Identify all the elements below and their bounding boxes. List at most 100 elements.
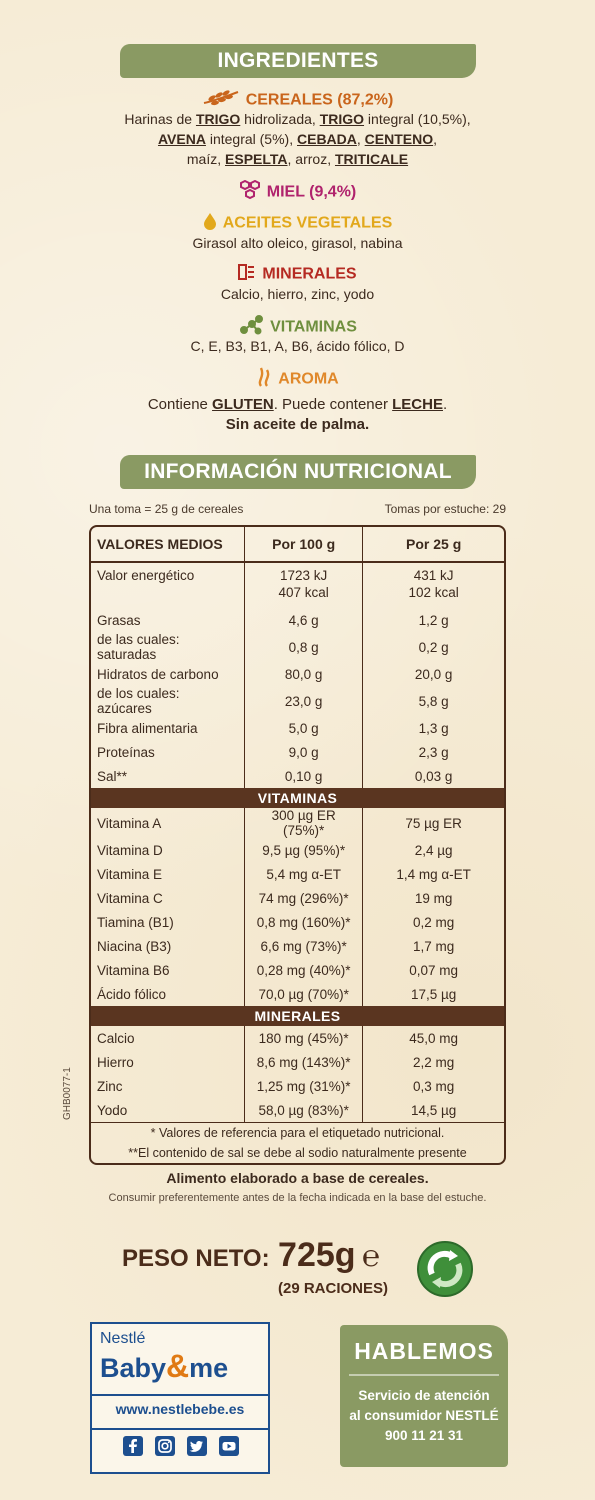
website-link[interactable]: www.nestlebebe.es — [115, 1401, 245, 1417]
row-value-100: 58,0 µg (83%)* — [244, 1098, 362, 1122]
minerals-section-row: MINERALES — [91, 1006, 504, 1026]
text-part: Harinas de — [124, 111, 196, 127]
row-label: Zinc — [97, 1078, 123, 1094]
table-row: Vitamina E 5,4 mg α-ET 1,4 mg α-ET — [91, 862, 504, 886]
footnote-row-1: * Valores de referencia para el etiqueta… — [91, 1122, 504, 1143]
row-value-25: 0,3 mg — [362, 1074, 504, 1098]
allergen-centeno: CENTENO — [364, 131, 434, 147]
minerales-heading: MINERALES — [0, 263, 595, 286]
contact-title: HABLEMOS — [354, 1338, 494, 1364]
twitter-icon[interactable] — [187, 1436, 207, 1456]
text-part: . Puede contener — [273, 396, 393, 413]
allergen-leche: LECHE — [392, 396, 443, 413]
text-part: , arroz, — [287, 151, 335, 167]
row-label: Sal** — [97, 768, 128, 784]
row-value-25: 75 µg ER — [362, 808, 504, 838]
instagram-icon[interactable] — [155, 1436, 175, 1456]
row-value-25: 1,3 g — [362, 716, 504, 740]
row-label: Vitamina E — [97, 866, 163, 882]
nestle-logo-text: Nestlé — [100, 1330, 146, 1347]
row-value-100: 9,5 µg (95%)* — [244, 838, 362, 862]
row-label: Calcio — [97, 1030, 135, 1046]
contact-box: HABLEMOS Servicio de atención al consumi… — [340, 1325, 508, 1467]
row-label: de las cuales: saturadas — [97, 632, 180, 662]
allergen-cebada: CEBADA — [297, 131, 357, 147]
youtube-icon[interactable] — [219, 1436, 239, 1456]
footnote-row-2: **El contenido de sal se debe al sodio n… — [91, 1143, 504, 1163]
vitamins-section-title: VITAMINAS — [91, 788, 504, 808]
facebook-icon[interactable] — [123, 1436, 143, 1456]
cereales-line-3: maíz, ESPELTA, arroz, TRITICALE — [0, 151, 595, 167]
ingredients-title: INGREDIENTES — [217, 49, 379, 72]
row-label: Grasas — [97, 612, 141, 628]
baby-word: Baby — [100, 1353, 167, 1383]
row-value-100: 0,8 g — [244, 632, 362, 662]
text-part: maíz, — [186, 151, 226, 167]
aceites-heading: ACEITES VEGETALES — [0, 212, 595, 235]
header-valores: VALORES MEDIOS — [91, 527, 245, 563]
table-row: Tiamina (B1) 0,8 mg (160%)* 0,2 mg — [91, 910, 504, 934]
row-value-100: 74 mg (296%)* — [244, 886, 362, 910]
row-value-25: 19 mg — [362, 886, 504, 910]
table-row: Hierro 8,6 mg (143%)* 2,2 mg — [91, 1050, 504, 1074]
allergen-trigo: TRIGO — [195, 111, 241, 127]
food-description: Alimento elaborado a base de cereales. — [166, 1170, 429, 1186]
text-part: Contiene — [147, 396, 213, 413]
text-part: , — [356, 131, 365, 147]
contact-phone[interactable]: 900 11 21 31 — [384, 1428, 464, 1443]
table-row: Calcio 180 mg (45%)* 45,0 mg — [91, 1026, 504, 1050]
table-row: de los cuales: azúcares 23,0 g 5,8 g — [91, 686, 504, 716]
energy-25g: 431 kJ 102 kcal — [362, 563, 504, 608]
row-label: Yodo — [97, 1102, 128, 1118]
table-row: Fibra alimentaria 5,0 g 1,3 g — [91, 716, 504, 740]
row-value-100: 70,0 µg (70%)* — [244, 982, 362, 1006]
wheat-icon — [202, 89, 240, 112]
best-before-note: Consumir preferentemente antes de la fec… — [108, 1192, 487, 1204]
footnote-reference: * Valores de referencia para el etiqueta… — [91, 1122, 504, 1143]
kcal-100: 407 kcal — [278, 585, 329, 600]
me-word: me — [189, 1353, 229, 1383]
minerals-section-title: MINERALES — [91, 1006, 504, 1026]
row-value-100: 80,0 g — [244, 662, 362, 686]
aceites-label: ACEITES VEGETALES — [222, 214, 393, 232]
net-weight-value: 725g — [278, 1236, 356, 1274]
cereales-heading: CEREALES (87,2%) — [0, 89, 595, 112]
row-value-100: 0,10 g — [244, 764, 362, 788]
kj-25: 431 kJ — [413, 568, 454, 583]
row-value-100: 1,25 mg (31%)* — [244, 1074, 362, 1098]
text-part: . — [442, 396, 448, 413]
vitamins-section-row: VITAMINAS — [91, 788, 504, 808]
product-code: GHB0077-1 — [62, 1067, 73, 1120]
ampersand: & — [166, 1348, 190, 1384]
row-label: Vitamina B6 — [97, 962, 170, 978]
table-row: Yodo 58,0 µg (83%)* 14,5 µg — [91, 1098, 504, 1122]
row-label: Niacina (B3) — [97, 938, 172, 954]
nutrition-title: INFORMACIÓN NUTRICIONAL — [144, 460, 452, 483]
minerals-icon — [238, 263, 256, 286]
servings-per-pack: Tomas por estuche: 29 — [384, 502, 506, 516]
row-label: Proteínas — [97, 744, 155, 760]
aroma-label: AROMA — [278, 370, 339, 388]
allergen-gluten: GLUTEN — [212, 396, 274, 413]
row-label: Fibra alimentaria — [97, 720, 198, 736]
energy-100g: 1723 kJ 407 kcal — [244, 563, 362, 608]
row-label: Vitamina C — [97, 890, 163, 906]
social-icons — [123, 1436, 239, 1456]
text-part: integral (5%), — [205, 131, 297, 147]
row-label: Hidratos de carbono — [97, 666, 219, 682]
row-value-100: 180 mg (45%)* — [244, 1026, 362, 1050]
portions: (29 RACIONES) — [278, 1280, 389, 1297]
vitaminas-heading: VITAMINAS — [0, 314, 595, 341]
table-row: Grasas 4,6 g 1,2 g — [91, 608, 504, 632]
row-label: Vitamina D — [97, 842, 163, 858]
contact-line-2: al consumidor NESTLÉ — [349, 1408, 499, 1423]
cereales-line-2: AVENA integral (5%), CEBADA, CENTENO, — [0, 131, 595, 147]
row-value-100: 9,0 g — [244, 740, 362, 764]
miel-heading: MIEL (9,4%) — [0, 179, 595, 205]
table-row-energy: Valor energético 1723 kJ 407 kcal 431 kJ 1… — [91, 563, 504, 608]
nutrition-banner: INFORMACIÓN NUTRICIONAL — [120, 455, 476, 489]
row-label: Ácido fólico — [97, 986, 167, 1002]
row-value-100: 4,6 g — [244, 608, 362, 632]
molecule-icon — [238, 314, 264, 341]
kj-100: 1723 kJ — [280, 568, 328, 583]
